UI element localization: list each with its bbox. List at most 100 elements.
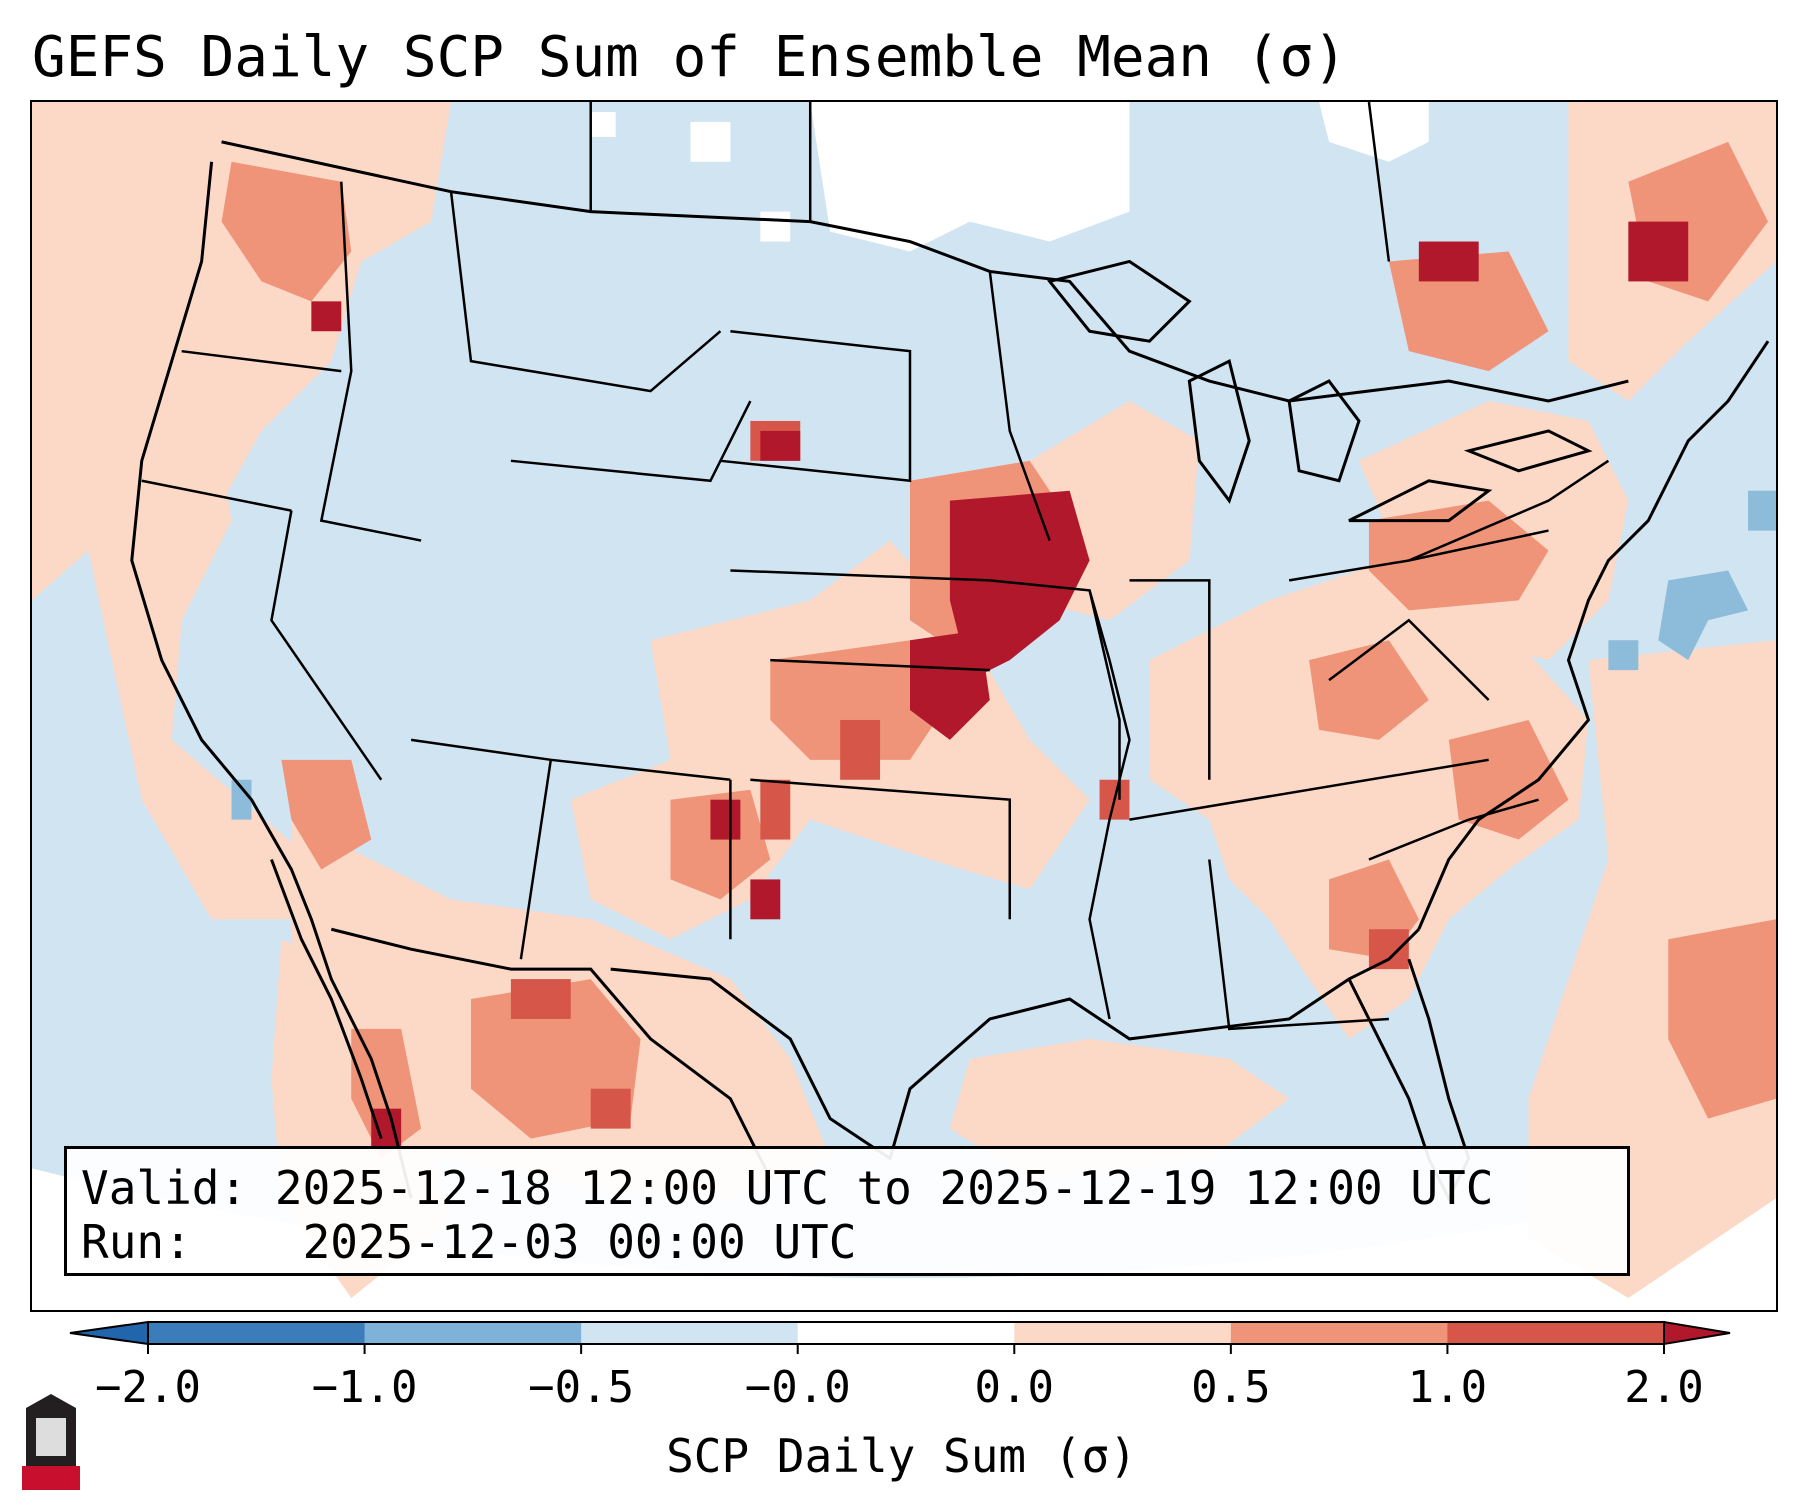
neg10-atlantic <box>1658 570 1749 661</box>
mexico-border <box>330 927 772 1180</box>
border-oh-pa <box>1288 529 1549 582</box>
map-panel[interactable] <box>30 100 1778 1312</box>
border-mn-wi <box>988 271 1051 541</box>
pos05-baja <box>351 1028 422 1159</box>
valid-value: 2025-12-18 12:00 UTC to 2025-12-19 12:00… <box>274 1161 1494 1215</box>
niu-logo <box>22 1394 80 1490</box>
border-canada-provinces <box>589 102 1391 262</box>
east-coast <box>1417 340 1770 930</box>
pos10-patch <box>760 779 791 840</box>
field-pos-20-areas <box>311 221 1689 1149</box>
colorbar <box>69 1320 1731 1354</box>
colorbar-tick-label: 0.0 <box>974 1362 1055 1413</box>
run-value: 2025-12-03 00:00 UTC <box>302 1215 857 1269</box>
field-pos-10-areas <box>510 420 1409 1129</box>
pos05-atlantic-east <box>1668 919 1776 1119</box>
validity-info-box: Valid: 2025-12-18 12:00 UTC to 2025-12-1… <box>64 1146 1630 1276</box>
colorbar-label: SCP Daily Sum (σ) <box>666 1429 1137 1483</box>
border-wy-co <box>510 400 752 483</box>
pos0-atlantic <box>1528 640 1776 1299</box>
border-il-in <box>1129 579 1211 780</box>
valid-label: Valid: <box>81 1161 248 1215</box>
field-neg-10-areas <box>231 490 1776 820</box>
colorbar-bin <box>148 1322 366 1344</box>
pos0-west-coast <box>81 401 312 920</box>
pos05-california <box>281 759 372 870</box>
colorbar-tick-label: −0.5 <box>528 1362 635 1413</box>
zero-patch <box>760 211 791 242</box>
field-zero-areas <box>590 102 1429 252</box>
pos20-iowa-core <box>949 490 1090 681</box>
field-pos-05-areas <box>221 141 1776 1159</box>
colorbar-tick-label: 2.0 <box>1624 1362 1704 1413</box>
pos10-patch <box>510 979 571 1019</box>
colorbar-bin <box>1447 1322 1665 1344</box>
pos0-gulf <box>949 1038 1290 1179</box>
colorbar-tick-label: −1.0 <box>311 1362 418 1413</box>
colorbar-extend-low <box>69 1320 149 1346</box>
colorbar-tick-label: 1.0 <box>1407 1362 1488 1413</box>
logo-banner <box>22 1466 80 1490</box>
colorbar-tick-label: −2.0 <box>95 1362 201 1413</box>
pos05-pennsylvania <box>1368 500 1549 611</box>
border-mt <box>449 191 722 393</box>
border-ne-ks <box>730 569 990 582</box>
pos20-patch <box>760 430 801 461</box>
colorbar-bin <box>1014 1322 1232 1344</box>
pos20-kansas <box>909 630 990 740</box>
zero-patch <box>590 111 616 137</box>
border-ms-river <box>1088 590 1131 1020</box>
colorbar-bin <box>1230 1322 1448 1344</box>
west-coast-line <box>130 161 413 1199</box>
colorbar-bins <box>69 1320 1731 1354</box>
border-ny <box>1408 459 1610 562</box>
pos05-ohio-valley <box>1309 640 1429 740</box>
state-borders <box>141 102 1610 1031</box>
colorbar-bin <box>364 1322 582 1344</box>
pos05-texas-panhandle <box>670 789 771 900</box>
zero-area-canada-central <box>810 102 1130 252</box>
neg10-patch <box>231 779 252 820</box>
border-tn-ky <box>1129 758 1489 821</box>
scp-map <box>32 102 1776 1299</box>
gulf-coast <box>610 928 1420 1161</box>
pos20-patch <box>1628 221 1689 282</box>
border-ok-tx <box>750 778 1012 920</box>
pos10-patch <box>840 719 881 780</box>
coastlines <box>130 140 1770 1202</box>
pos05-carolina <box>1448 719 1569 840</box>
border-or-ca <box>141 479 292 512</box>
map-title: GEFS Daily SCP Sum of Ensemble Mean (σ) <box>32 25 1347 90</box>
colorbar-tick-label: −0.0 <box>744 1362 851 1413</box>
logo-window <box>36 1418 66 1456</box>
run-label: Run: <box>81 1215 192 1269</box>
border-dakotas <box>720 330 912 483</box>
pos10-patch <box>590 1088 631 1129</box>
border-az-nm <box>519 759 553 960</box>
zero-patch <box>690 121 731 162</box>
pos20-patch <box>311 301 342 332</box>
neg10-patch <box>1748 490 1776 531</box>
border-sc-nc <box>1368 798 1539 861</box>
great-lakes <box>1047 259 1593 523</box>
border-co-ks <box>770 658 990 672</box>
neg10-patch <box>1608 640 1639 671</box>
colorbar-outline <box>147 1321 1665 1345</box>
border-mo <box>989 579 1121 800</box>
border-ca-nv <box>270 510 383 781</box>
pos20-patch <box>1418 241 1479 282</box>
colorbar-tick-label: 0.5 <box>1191 1362 1271 1413</box>
colorbar-bin <box>581 1322 799 1344</box>
us-canada-border <box>221 140 1629 403</box>
pos0-southeast <box>1149 560 1589 1039</box>
border-id <box>319 181 422 542</box>
border-wa-or <box>181 349 342 373</box>
pos20-patch <box>750 879 781 920</box>
border-ga-al <box>1208 859 1389 1031</box>
colorbar-extend-high <box>1663 1320 1731 1346</box>
pos20-patch <box>710 799 741 840</box>
pos10-patch <box>1368 929 1409 970</box>
baja-coast <box>270 858 383 1140</box>
border-va-wv <box>1328 618 1490 701</box>
pos05-kansas <box>770 640 950 760</box>
